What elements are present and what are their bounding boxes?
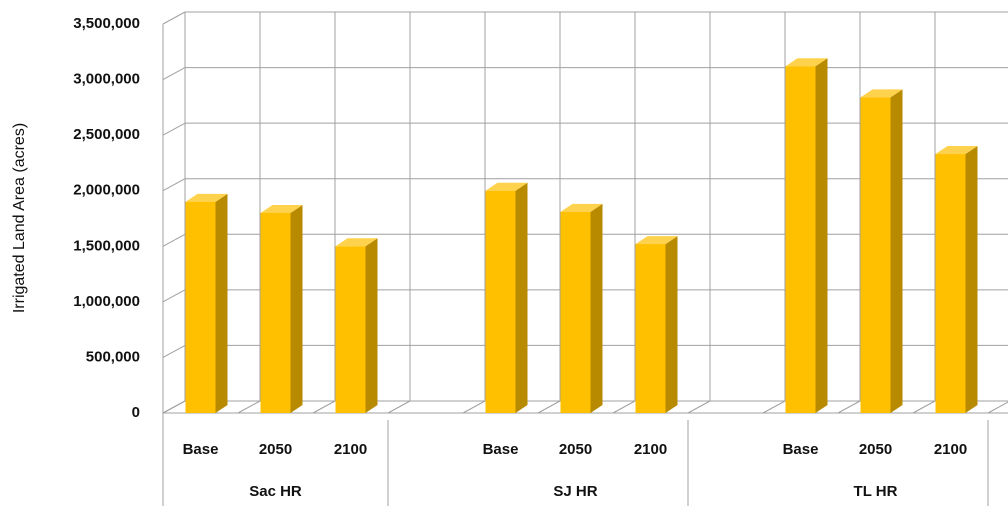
floor-line: [387, 400, 411, 414]
x-tick-label: Base: [183, 441, 219, 458]
bar: [785, 66, 816, 413]
bar-top: [560, 203, 603, 212]
bar-side: [215, 193, 228, 413]
side-grid-line: [162, 289, 186, 303]
y-tick-label: 1,500,000: [73, 237, 140, 254]
x-tick-label: 2050: [259, 441, 292, 458]
bar-group: [860, 89, 903, 414]
bar: [485, 190, 516, 413]
bar-top: [185, 193, 228, 202]
bar-group: [560, 203, 603, 413]
x-tick-label: Base: [783, 441, 819, 458]
y-tick-label: 2,500,000: [73, 126, 140, 143]
x-tick-label: 2050: [859, 441, 892, 458]
y-tick-label: 500,000: [86, 348, 140, 365]
bar-side: [665, 236, 678, 413]
bar-group: [260, 204, 303, 413]
bar: [560, 211, 591, 413]
floor-line: [537, 400, 561, 414]
side-grid-line: [162, 67, 186, 81]
floor-line: [237, 400, 261, 414]
group-label: Sac HR: [249, 483, 302, 500]
bar-side: [365, 238, 378, 413]
floor-line: [162, 400, 186, 414]
bar-top: [935, 146, 978, 155]
bar-side: [965, 146, 978, 413]
bar-group: [785, 58, 828, 414]
side-grid-line: [162, 122, 186, 136]
bar-side: [290, 204, 303, 413]
floor-line: [762, 400, 786, 414]
bar: [260, 212, 291, 413]
y-tick-label: 0: [132, 404, 140, 421]
floor-line: [312, 400, 336, 414]
floor-line: [687, 400, 711, 414]
floor-line: [612, 400, 636, 414]
x-tick-label: 2050: [559, 441, 592, 458]
x-tick-label: 2100: [934, 441, 967, 458]
bar-top: [860, 89, 903, 98]
bar-top: [785, 58, 828, 67]
y-axis-title: Irrigated Land Area (acres): [11, 123, 28, 313]
bar-side: [890, 89, 903, 414]
bar: [185, 201, 216, 413]
bar-top: [635, 236, 678, 245]
x-tick-label: 2100: [334, 441, 367, 458]
floor-line: [462, 400, 486, 414]
group-label: SJ HR: [553, 483, 597, 500]
bar: [635, 244, 666, 413]
side-grid-line: [162, 233, 186, 247]
floor-line: [837, 400, 861, 414]
bar-top: [335, 238, 378, 247]
y-tick-label: 1,000,000: [73, 293, 140, 310]
bar-top: [260, 204, 303, 213]
x-tick-label: Base: [483, 441, 519, 458]
x-tick-label: 2100: [634, 441, 667, 458]
bar-side: [515, 182, 528, 413]
side-grid-line: [162, 11, 186, 25]
bar-group: [935, 146, 978, 413]
bar-group: [335, 238, 378, 413]
bar-side: [590, 203, 603, 413]
y-tick-label: 3,500,000: [73, 15, 140, 32]
side-grid-line: [162, 344, 186, 358]
side-grid-line: [162, 178, 186, 192]
bar-group: [185, 193, 228, 413]
bar: [935, 154, 966, 413]
bar-top: [485, 182, 528, 191]
floor-line: [912, 400, 936, 414]
floor-line: [987, 401, 1008, 414]
bar: [860, 97, 891, 414]
bar-side: [815, 58, 828, 414]
y-tick-label: 3,000,000: [73, 71, 140, 88]
bar: [335, 246, 366, 413]
bar-group: [635, 236, 678, 413]
group-label: TL HR: [854, 483, 898, 500]
bar-group: [485, 182, 528, 413]
y-tick-label: 2,000,000: [73, 182, 140, 199]
